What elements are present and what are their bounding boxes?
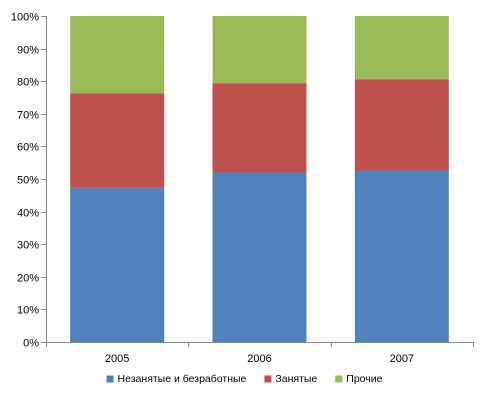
- bar-segment-2005-series-2: [70, 93, 165, 188]
- legend-swatch: [335, 375, 343, 383]
- y-tick-label: 0%: [23, 338, 39, 350]
- bar-segment-2007-series-1: [354, 170, 449, 342]
- legend-label: Прочие: [346, 373, 382, 385]
- y-tick-label: 80%: [17, 77, 39, 89]
- bar-segment-2006-series-3: [212, 16, 307, 84]
- x-tick-label: 2005: [105, 353, 129, 365]
- bar-segment-2005-series-1: [70, 187, 165, 342]
- legend: Незанятые и безработные Занятые Прочие: [106, 373, 383, 385]
- y-tick-label: 90%: [17, 45, 39, 57]
- y-tick-label: 30%: [17, 240, 39, 252]
- x-tick-label: 2007: [390, 353, 414, 365]
- x-tick-label: 2006: [247, 353, 271, 365]
- bar-segment-2005-series-3: [70, 16, 165, 94]
- y-tick-label: 100%: [11, 12, 39, 24]
- bar-segment-2007-series-2: [354, 79, 449, 171]
- y-tick-label: 70%: [17, 110, 39, 122]
- y-tick-label: 40%: [17, 208, 39, 220]
- axes-group: 0% 10% 20% 30% 40% 50% 60% 70% 80% 90% 100% 2005 200…: [11, 12, 474, 365]
- y-tick-label: 10%: [17, 305, 39, 317]
- y-tick-label: 60%: [17, 142, 39, 154]
- legend-label: Незанятые и безработные: [118, 373, 247, 385]
- bar-segment-2006-series-2: [212, 83, 307, 173]
- legend-item-series-2: Занятые: [264, 373, 317, 385]
- legend-item-series-1: Незанятые и безработные: [106, 373, 247, 385]
- legend-item-series-3: Прочие: [335, 373, 383, 385]
- y-tick-label: 20%: [17, 273, 39, 285]
- y-tick-label: 50%: [17, 175, 39, 187]
- bar-segment-2007-series-3: [354, 16, 449, 80]
- bar-segment-2006-series-1: [212, 172, 307, 342]
- bars-group: [70, 16, 449, 342]
- legend-swatch: [264, 375, 272, 383]
- legend-swatch: [106, 375, 114, 383]
- legend-label: Занятые: [275, 373, 317, 385]
